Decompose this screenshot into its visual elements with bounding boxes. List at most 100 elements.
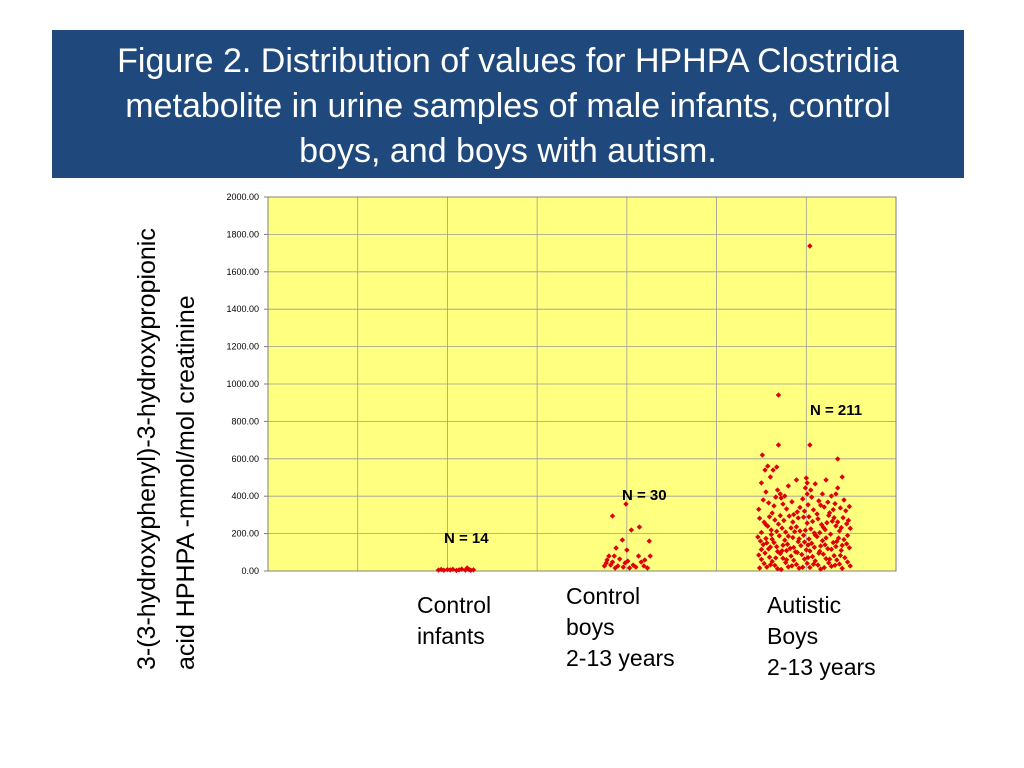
data-point: [833, 523, 839, 529]
data-point: [765, 500, 772, 506]
data-point: [791, 511, 797, 518]
y-tick-label: 800.00: [231, 416, 259, 426]
data-point: [791, 529, 798, 535]
data-point: [793, 477, 800, 483]
data-point: [444, 566, 451, 573]
data-point: [839, 565, 845, 572]
data-point: [816, 498, 822, 504]
data-point: [783, 547, 790, 554]
data-point: [608, 562, 614, 568]
data-point: [830, 506, 836, 513]
data-point: [762, 467, 768, 473]
data-point: [778, 495, 784, 501]
data-point: [773, 543, 780, 550]
data-point: [814, 511, 820, 517]
data-point: [760, 541, 766, 548]
data-point: [797, 504, 803, 511]
data-point: [842, 555, 848, 561]
category-label-line: boys: [566, 614, 615, 640]
data-point: [824, 520, 830, 526]
data-point: [808, 487, 814, 493]
data-point: [790, 519, 796, 525]
data-point: [758, 480, 765, 486]
data-point: [606, 553, 612, 559]
data-point: [806, 514, 812, 520]
data-point: [761, 560, 767, 567]
data-point: [773, 528, 780, 535]
data-point: [764, 540, 770, 546]
data-point: [636, 524, 643, 530]
data-point: [820, 551, 827, 557]
data-point: [800, 532, 807, 538]
data-point: [805, 554, 811, 561]
data-point: [768, 527, 774, 533]
data-point: [807, 548, 813, 554]
y-axis: 0.00 200.00 400.00 600.00 800.00 1000.00 1200.…: [226, 192, 268, 576]
data-point: [773, 555, 779, 561]
data-point: [763, 535, 769, 542]
data-point: [766, 514, 773, 520]
data-point: [847, 525, 853, 532]
data-point: [808, 494, 815, 500]
data-point: [791, 544, 797, 551]
data-point: [788, 553, 794, 559]
data-point: [826, 512, 832, 519]
data-point: [453, 567, 460, 574]
data-point: [845, 517, 852, 524]
data-point: [756, 515, 763, 521]
data-point: [776, 533, 783, 539]
category-label-line: 2-13 years: [767, 654, 876, 680]
data-point: [828, 546, 835, 553]
y-tick-label: 1600.00: [226, 267, 259, 277]
data-point: [807, 564, 813, 571]
data-point: [828, 493, 835, 499]
data-point: [801, 508, 808, 514]
data-point: [843, 541, 850, 547]
data-point: [801, 539, 808, 545]
n-label-control-boys: N = 30: [622, 487, 667, 504]
data-point: [758, 529, 765, 536]
data-point: [815, 562, 821, 568]
data-point: [609, 513, 616, 519]
data-point: [805, 502, 811, 508]
data-point: [817, 543, 824, 549]
data-point: [819, 491, 826, 497]
data-point: [784, 541, 791, 547]
data-point: [782, 559, 789, 566]
data-point: [766, 554, 773, 560]
title-banner: Figure 2. Distribution of values for HPH…: [52, 30, 964, 178]
y-axis-label: 3-(3-hydroxyphenyl)-3-hydroxypropionic a…: [128, 200, 206, 670]
data-point: [828, 563, 835, 570]
data-point: [456, 567, 462, 573]
data-point: [810, 561, 817, 567]
data-point: [615, 563, 621, 569]
data-point: [763, 489, 769, 495]
data-point: [789, 499, 795, 505]
data-point: [773, 464, 780, 470]
y-tick-label: 1000.00: [226, 379, 259, 389]
data-point: [633, 564, 639, 570]
data-point: [769, 510, 775, 516]
data-point: [834, 557, 840, 563]
title-line: boys, and boys with autism.: [299, 132, 717, 170]
data-point: [789, 563, 795, 569]
data-point: [782, 537, 788, 543]
data-point: [800, 514, 807, 520]
data-point: [810, 507, 817, 513]
data-point: [756, 565, 763, 571]
data-point: [834, 485, 841, 491]
data-point: [793, 524, 800, 530]
data-point: [647, 553, 653, 559]
n-label-control-infants: N = 14: [444, 530, 489, 547]
data-point: [837, 505, 844, 511]
data-point: [807, 243, 813, 249]
data-point: [823, 555, 829, 562]
data-point: [780, 555, 786, 561]
data-point: [837, 552, 844, 559]
data-point: [839, 542, 845, 549]
data-point: [817, 502, 824, 508]
data-point: [812, 532, 818, 538]
gridlines: [268, 197, 896, 571]
data-point: [826, 556, 833, 562]
